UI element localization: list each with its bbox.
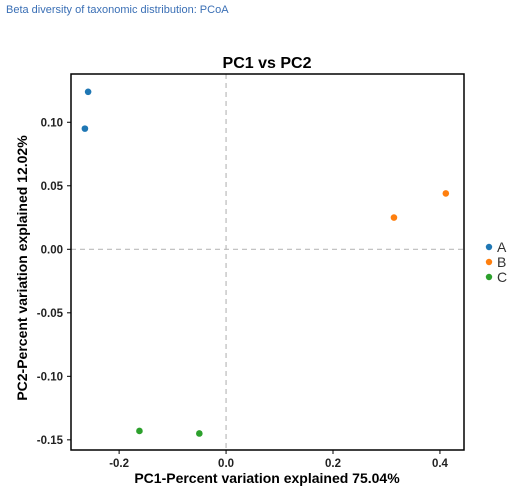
y-tick-label: 0.05: [41, 181, 64, 193]
x-tick-label: 0.4: [432, 458, 449, 470]
legend-marker-c: [485, 273, 493, 281]
x-axis-title: PC1-Percent variation explained 75.04%: [134, 470, 400, 486]
legend-label-b: B: [497, 254, 506, 270]
plot-area: -0.2 0.0 0.2 0.4 -0.15 -0.10 -0.05 0.00 0.05 0.10: [37, 73, 465, 470]
data-point-a: [84, 88, 92, 96]
y-axis-title: PC2-Percent variation explained 12.02%: [14, 135, 30, 401]
chart-title: PC1 vs PC2: [223, 55, 312, 72]
y-tick-label: 0.10: [41, 117, 63, 129]
page-caption: Beta diversity of taxonomic distribution…: [6, 4, 229, 16]
y-tick-label: -0.10: [37, 371, 63, 383]
data-point-c: [196, 430, 203, 437]
data-point-b: [442, 190, 450, 197]
legend: ABC: [485, 239, 507, 285]
plot-frame: [70, 73, 465, 451]
data-point-b: [390, 214, 398, 221]
x-tick-label: -0.2: [109, 458, 129, 470]
legend-marker-b: [485, 258, 493, 266]
x-tick-label: 0.0: [218, 458, 234, 470]
data-point-a: [81, 125, 89, 132]
legend-marker-a: [485, 243, 493, 251]
data-point-c: [136, 427, 143, 435]
x-tick-label: 0.2: [325, 458, 341, 470]
legend-label-a: A: [497, 239, 507, 255]
legend-label-c: C: [497, 269, 507, 285]
y-tick-label: -0.15: [37, 435, 64, 447]
y-tick-label: 0.00: [41, 244, 63, 256]
y-tick-label: -0.05: [37, 308, 64, 320]
